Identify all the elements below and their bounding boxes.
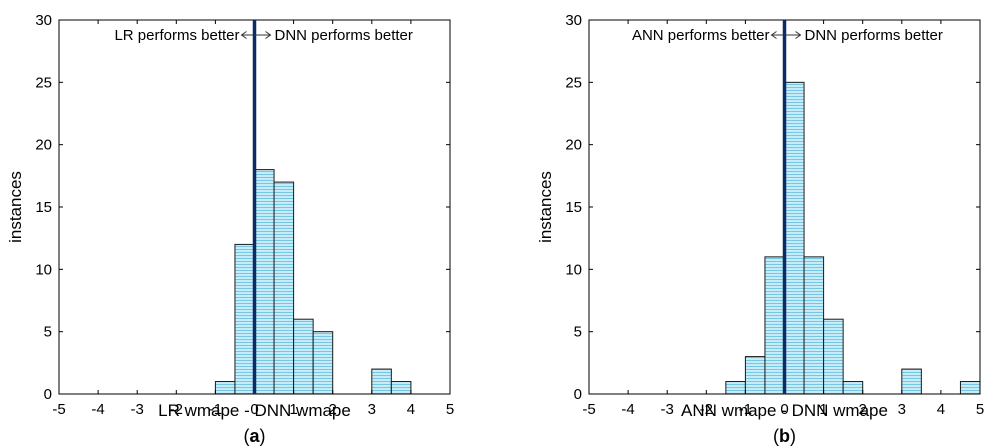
y-axis-label: instances bbox=[6, 171, 25, 243]
x-tick-label: -1 bbox=[209, 401, 222, 418]
x-tick-label: -3 bbox=[131, 401, 144, 418]
x-tick-label: -1 bbox=[739, 401, 752, 418]
chart-panel-a: 0 5 10 15 20 25 30 -5 -4 -3 -2 -1 0 1 2 3 4 5 LR performs … bbox=[6, 12, 454, 446]
histogram-bar bbox=[959, 381, 981, 395]
histogram-bar bbox=[901, 368, 922, 395]
x-axis-label: ANN wmape - DNN wmape bbox=[681, 401, 888, 420]
x-tick-label: 1 bbox=[289, 401, 297, 418]
y-tick-label: 30 bbox=[565, 12, 582, 29]
histogram-bar bbox=[823, 318, 844, 395]
y-axis-label: instances bbox=[536, 171, 555, 243]
panel-caption: (b) bbox=[773, 426, 796, 446]
double-arrow-icon bbox=[770, 31, 802, 39]
x-tick-label: -2 bbox=[700, 401, 713, 418]
x-axis-label: LR wmape - DNN wmape bbox=[158, 401, 351, 420]
annotation-left: ANN performs better bbox=[632, 27, 770, 44]
y-tick-label: 0 bbox=[44, 386, 52, 403]
x-tick-label: 4 bbox=[937, 401, 945, 418]
histogram-bar bbox=[764, 256, 786, 395]
chart-panel-b: 0 5 10 15 20 25 30 -5 -4 -3 -2 -1 0 1 2 3 4 5 ANN performs… bbox=[536, 12, 984, 446]
histogram-bar bbox=[784, 81, 805, 395]
annotation-right: DNN performs better bbox=[805, 27, 943, 44]
histogram-bar bbox=[390, 381, 412, 395]
histogram-bar bbox=[312, 331, 334, 395]
x-tick-label: -3 bbox=[661, 401, 674, 418]
y-tick-label: 0 bbox=[574, 386, 582, 403]
y-tick-label: 5 bbox=[44, 324, 52, 341]
annotation-right: DNN performs better bbox=[275, 27, 413, 44]
x-tick-label: -4 bbox=[621, 401, 634, 418]
y-tick-label: 25 bbox=[565, 74, 582, 91]
histogram-bar bbox=[273, 181, 295, 395]
y-tick-label: 30 bbox=[35, 12, 52, 29]
x-tick-label: -2 bbox=[170, 401, 183, 418]
x-tick-label: -5 bbox=[582, 401, 595, 418]
x-tick-label: 2 bbox=[329, 401, 337, 418]
panel-caption: (a) bbox=[243, 426, 265, 446]
x-tick-label: 3 bbox=[898, 401, 906, 418]
y-tick-label: 15 bbox=[565, 199, 582, 216]
histogram-bar bbox=[842, 381, 864, 395]
x-tick-label: 5 bbox=[976, 401, 984, 418]
x-tick-label: 0 bbox=[250, 401, 258, 418]
x-tick-label: 1 bbox=[819, 401, 827, 418]
histogram-bar bbox=[803, 256, 825, 395]
y-tick-label: 5 bbox=[574, 324, 582, 341]
x-tick-label: 0 bbox=[780, 401, 788, 418]
histogram-bar bbox=[744, 356, 766, 395]
x-tick-label: 5 bbox=[446, 401, 454, 418]
x-tick-label: 2 bbox=[859, 401, 867, 418]
histogram-bar bbox=[214, 381, 236, 395]
x-tick-label: -4 bbox=[91, 401, 104, 418]
y-tick-label: 15 bbox=[35, 199, 52, 216]
x-tick-label: 4 bbox=[407, 401, 415, 418]
x-tick-label: 3 bbox=[368, 401, 376, 418]
y-tick-label: 25 bbox=[35, 74, 52, 91]
y-tick-label: 20 bbox=[35, 137, 52, 154]
double-arrow-icon bbox=[240, 31, 272, 39]
annotation-left: LR performs better bbox=[114, 27, 239, 44]
histogram-bar bbox=[725, 381, 746, 395]
x-tick-label: -5 bbox=[52, 401, 65, 418]
y-tick-label: 10 bbox=[565, 261, 582, 278]
y-tick-label: 10 bbox=[35, 261, 52, 278]
histogram-bar bbox=[293, 318, 314, 395]
histogram-bar bbox=[234, 243, 255, 395]
histogram-bar bbox=[371, 368, 392, 395]
histogram-bar bbox=[254, 169, 275, 395]
y-tick-label: 20 bbox=[565, 137, 582, 154]
